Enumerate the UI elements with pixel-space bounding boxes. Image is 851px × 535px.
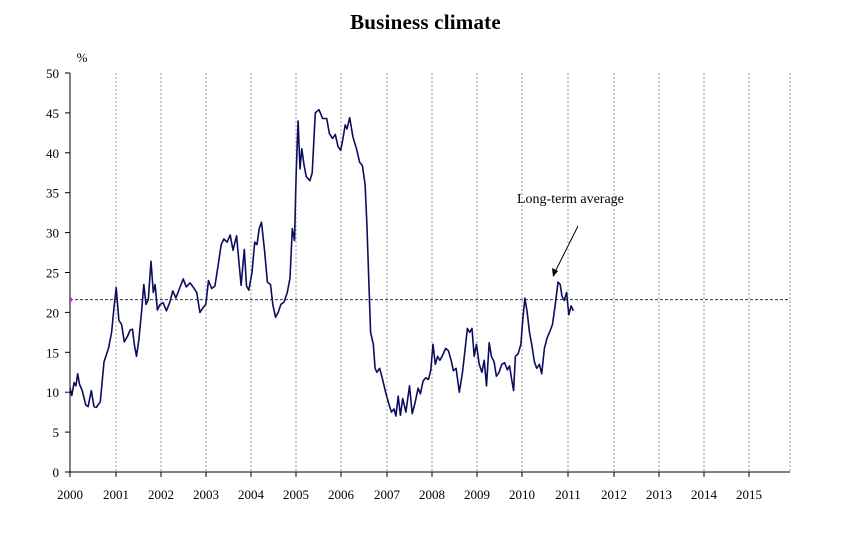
y-tick-label: 35 xyxy=(46,186,59,201)
y-tick-label: 45 xyxy=(46,106,59,121)
x-tick-label: 2014 xyxy=(691,487,718,502)
y-tick-label: 50 xyxy=(46,66,59,81)
y-tick-label: 20 xyxy=(46,305,59,320)
x-tick-label: 2009 xyxy=(464,487,490,502)
annotation-arrow-head xyxy=(552,268,558,277)
x-tick-label: 2010 xyxy=(509,487,535,502)
x-tick-label: 2007 xyxy=(374,487,401,502)
y-tick-label: 5 xyxy=(53,425,60,440)
average-marker xyxy=(69,297,72,302)
x-tick-label: 2004 xyxy=(238,487,265,502)
x-tick-label: 2002 xyxy=(148,487,174,502)
average-annotation: Long-term average xyxy=(517,192,624,207)
axes-layer xyxy=(65,72,790,477)
x-tick-label: 2008 xyxy=(419,487,445,502)
x-tick-label: 2005 xyxy=(283,487,309,502)
chart-title: Business climate xyxy=(350,10,501,34)
y-tick-label: 30 xyxy=(46,226,59,241)
y-tick-label: 10 xyxy=(46,385,59,400)
x-tick-label: 2013 xyxy=(646,487,672,502)
y-axis-label: % xyxy=(77,50,88,65)
x-tick-label: 2012 xyxy=(601,487,627,502)
series-line xyxy=(69,108,575,417)
x-tick-label: 2015 xyxy=(736,487,762,502)
series-layer xyxy=(69,108,575,417)
y-tick-label: 15 xyxy=(46,345,59,360)
y-tick-label: 40 xyxy=(46,146,59,161)
annotation-arrow-shaft xyxy=(554,225,579,273)
x-tick-label: 2000 xyxy=(57,487,83,502)
y-tick-label: 25 xyxy=(46,266,59,281)
x-tick-label: 2011 xyxy=(555,487,581,502)
x-tick-label: 2001 xyxy=(103,487,129,502)
label-layer: 0 5 10 15 20 25 30 35 40 45 50 2000 2001 2002 2003 2004… xyxy=(46,50,762,502)
average-layer xyxy=(69,297,790,302)
x-tick-label: 2006 xyxy=(328,487,355,502)
x-tick-label: 2003 xyxy=(193,487,219,502)
y-tick-label: 0 xyxy=(53,465,60,480)
grid-layer xyxy=(115,73,791,472)
